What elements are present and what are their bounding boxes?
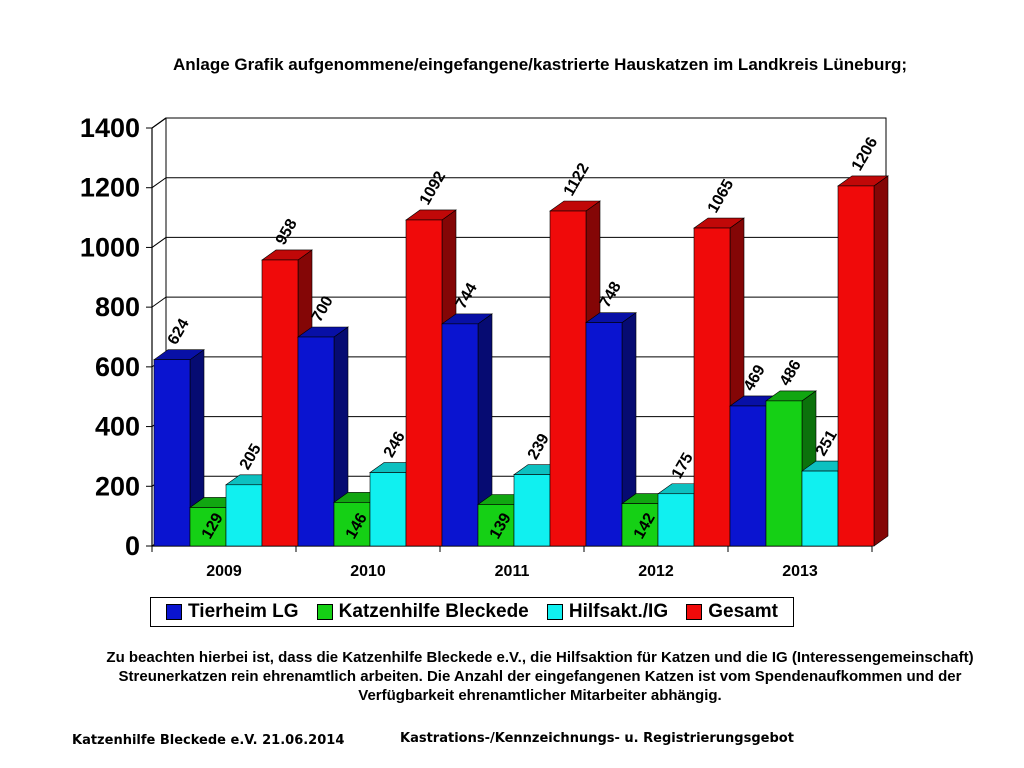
bar-side (873, 175, 889, 547)
y-tick-label: 400 (95, 412, 140, 442)
data-label: 700 (309, 293, 337, 325)
x-tick-label: 2013 (782, 563, 818, 580)
bars: 6241292059587001462461092744139239112274… (153, 135, 889, 547)
y-tick-label: 0 (125, 531, 140, 561)
x-tick-label: 2010 (350, 563, 386, 580)
footer-organization-date: Katzenhilfe Bleckede e.V. 21.06.2014 (72, 733, 345, 748)
bar (441, 313, 493, 547)
data-label: 958 (273, 216, 301, 248)
legend-swatch (546, 604, 563, 620)
y-tick-label: 200 (95, 471, 140, 501)
legend-swatch (166, 604, 183, 620)
data-label: 1065 (705, 177, 738, 216)
y-tick-label: 1400 (80, 113, 140, 143)
data-label: 1122 (561, 160, 593, 199)
legend-label: Tierheim LG (188, 601, 299, 622)
data-label: 744 (453, 280, 481, 312)
data-label: 748 (597, 279, 625, 311)
legend-swatch (316, 604, 333, 620)
data-label: 246 (381, 429, 409, 461)
y-tick-label: 600 (95, 352, 140, 382)
legend-item: Gesamt (686, 601, 778, 623)
data-label: 175 (669, 450, 697, 482)
data-label: 469 (741, 362, 769, 394)
bar-front (405, 219, 443, 547)
bar-chart: 0 200 400 600 800 1000 1200 1400 2009 2010 2011 201… (80, 113, 889, 580)
bar-front (585, 322, 623, 547)
data-label: 239 (525, 431, 553, 463)
chart-title: Anlage Grafik aufgenommene/eingefangene/… (172, 55, 908, 74)
gridline (151, 296, 886, 308)
bar-front (801, 470, 839, 547)
x-tick-label: 2011 (495, 563, 530, 580)
bar-front (693, 227, 731, 547)
bar-front (189, 507, 227, 547)
bar (153, 349, 205, 547)
bar-front (441, 323, 479, 547)
x-tick-label: 2012 (638, 563, 674, 580)
note-text: Zu beachten hierbei ist, dass die Katzen… (106, 649, 974, 704)
y-tick-label: 1000 (80, 232, 140, 262)
gridline (151, 117, 886, 129)
legend-item: Hilfsakt./IG (546, 601, 669, 623)
bar-front (369, 472, 407, 547)
data-label: 1092 (417, 169, 450, 208)
bar-front (297, 336, 335, 547)
legend-swatch (686, 604, 703, 620)
y-tick-label: 1200 (80, 173, 140, 203)
bar-front (621, 503, 659, 547)
bar-front (837, 185, 875, 547)
legend-item: Tierheim LG (166, 601, 299, 623)
bar-front (765, 400, 803, 547)
x-tick-label: 2009 (206, 563, 242, 580)
data-label: 486 (777, 357, 805, 389)
data-label: 205 (237, 441, 265, 473)
data-label: 624 (165, 316, 193, 348)
bar-front (549, 210, 587, 547)
bar-front (513, 474, 551, 547)
bar-front (333, 502, 371, 547)
legend: Tierheim LG Katzenhilfe Bleckede Hilfsakt.… (150, 597, 794, 627)
bar-front (225, 484, 263, 547)
footer-slogan: Kastrations-/Kennzeichnungs- u. Registri… (400, 731, 794, 746)
bar-front (657, 493, 695, 547)
legend-label: Katzenhilfe Bleckede (338, 601, 529, 622)
gridline (151, 177, 886, 189)
legend-item: Katzenhilfe Bleckede (316, 601, 529, 623)
data-label: 251 (813, 427, 841, 459)
legend-label: Hilfsakt./IG (568, 601, 669, 622)
bar-front (153, 359, 191, 547)
bar (585, 312, 637, 547)
y-tick-label: 800 (95, 292, 140, 322)
data-label: 1206 (849, 135, 882, 174)
bar-front (261, 259, 299, 547)
gridline (151, 236, 886, 248)
bar (837, 175, 889, 547)
legend-label: Gesamt (708, 601, 778, 622)
bar-front (729, 405, 767, 547)
